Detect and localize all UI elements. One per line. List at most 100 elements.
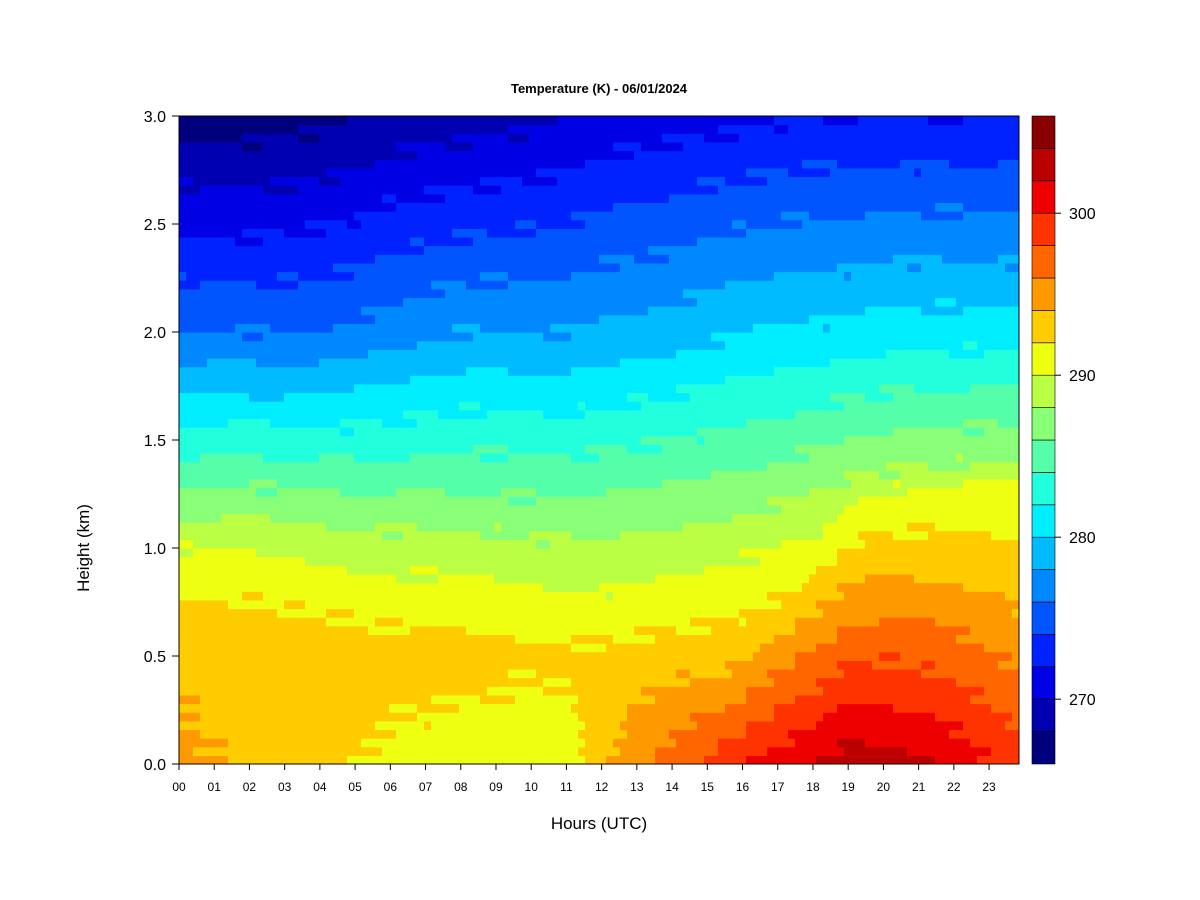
- heatmap-cell: [473, 193, 481, 203]
- heatmap-cell: [508, 738, 516, 748]
- heatmap-cell: [193, 124, 201, 134]
- heatmap-cell: [473, 703, 481, 713]
- heatmap-cell: [403, 254, 411, 264]
- heatmap-cell: [200, 712, 208, 722]
- heatmap-cell: [375, 211, 383, 221]
- heatmap-cell: [242, 660, 250, 670]
- heatmap-cell: [326, 452, 334, 463]
- heatmap-cell: [284, 556, 292, 566]
- heatmap-cell: [242, 617, 250, 627]
- heatmap-cell: [543, 643, 551, 653]
- heatmap-cell: [459, 738, 467, 748]
- heatmap-cell: [354, 211, 362, 221]
- heatmap-cell: [221, 271, 229, 281]
- heatmap-cell: [270, 470, 278, 480]
- heatmap-cell: [480, 435, 488, 445]
- heatmap-cell: [291, 124, 299, 134]
- heatmap-cell: [228, 262, 236, 273]
- heatmap-cell: [291, 522, 299, 532]
- heatmap-cell: [298, 530, 306, 540]
- heatmap-cell: [326, 634, 334, 644]
- heatmap-cell: [284, 202, 292, 212]
- heatmap-cell: [221, 487, 229, 497]
- heatmap-cell: [487, 332, 495, 342]
- heatmap-cell: [571, 720, 579, 731]
- heatmap-cell: [480, 738, 488, 748]
- heatmap-cell: [291, 401, 299, 411]
- heatmap-cell: [193, 643, 201, 653]
- heatmap-cell: [249, 608, 257, 618]
- heatmap-cell: [284, 288, 292, 299]
- heatmap-cell: [361, 668, 369, 679]
- heatmap-cell: [529, 228, 537, 238]
- heatmap-cell: [585, 738, 593, 748]
- heatmap-cell: [627, 202, 635, 212]
- heatmap-cell: [585, 116, 593, 126]
- heatmap-cell: [627, 124, 635, 134]
- heatmap-cell: [613, 461, 621, 471]
- heatmap-cell: [641, 720, 649, 731]
- heatmap-cell: [186, 461, 194, 471]
- heatmap-cell: [179, 150, 187, 160]
- heatmap-cell: [494, 427, 502, 437]
- heatmap-cell: [340, 729, 348, 739]
- heatmap-cell: [599, 591, 607, 601]
- heatmap-cell: [382, 625, 390, 635]
- heatmap-cell: [277, 643, 285, 653]
- heatmap-cell: [578, 349, 586, 359]
- heatmap-cell: [375, 271, 383, 281]
- heatmap-cell: [179, 755, 187, 764]
- heatmap-cell: [571, 409, 579, 419]
- heatmap-cell: [270, 323, 278, 333]
- heatmap-cell: [221, 219, 229, 229]
- heatmap-cell: [249, 444, 257, 454]
- heatmap-cell: [438, 729, 446, 739]
- heatmap-cell: [382, 591, 390, 601]
- heatmap-cell: [200, 720, 208, 731]
- heatmap-cell: [445, 245, 453, 255]
- heatmap-cell: [431, 219, 439, 229]
- heatmap-cell: [564, 461, 572, 471]
- heatmap-cell: [536, 133, 544, 143]
- heatmap-cell: [312, 755, 320, 764]
- heatmap-cell: [375, 651, 383, 661]
- heatmap-cell: [200, 116, 208, 126]
- heatmap-cell: [305, 306, 313, 316]
- heatmap-cell: [207, 565, 215, 575]
- heatmap-cell: [221, 470, 229, 480]
- heatmap-cell: [445, 133, 453, 143]
- heatmap-cell: [410, 288, 418, 299]
- heatmap-cell: [417, 703, 425, 713]
- heatmap-cell: [291, 159, 299, 169]
- heatmap-cell: [319, 573, 327, 584]
- heatmap-cell: [354, 608, 362, 618]
- heatmap-cell: [641, 409, 649, 419]
- heatmap-cell: [396, 262, 404, 273]
- heatmap-cell: [326, 643, 334, 653]
- heatmap-cell: [529, 245, 537, 255]
- heatmap-cell: [347, 522, 355, 532]
- heatmap-cell: [284, 530, 292, 540]
- heatmap-cell: [508, 530, 516, 540]
- heatmap-cell: [557, 643, 565, 653]
- heatmap-cell: [543, 383, 551, 394]
- heatmap-cell: [256, 133, 264, 143]
- heatmap-cell: [284, 660, 292, 670]
- heatmap-cell: [277, 323, 285, 333]
- heatmap-cell: [480, 245, 488, 255]
- heatmap-cell: [333, 375, 341, 385]
- heatmap-cell: [438, 686, 446, 696]
- heatmap-cell: [340, 703, 348, 713]
- heatmap-cell: [494, 625, 502, 635]
- heatmap-cell: [452, 634, 460, 644]
- heatmap-cell: [179, 582, 187, 592]
- heatmap-cell: [613, 366, 621, 376]
- heatmap-cell: [193, 176, 201, 186]
- heatmap-cell: [536, 427, 544, 437]
- heatmap-cell: [214, 703, 222, 713]
- heatmap-cell: [249, 504, 257, 515]
- heatmap-cell: [193, 496, 201, 506]
- heatmap-cell: [543, 314, 551, 324]
- heatmap-cell: [235, 712, 243, 722]
- heatmap-cell: [354, 686, 362, 696]
